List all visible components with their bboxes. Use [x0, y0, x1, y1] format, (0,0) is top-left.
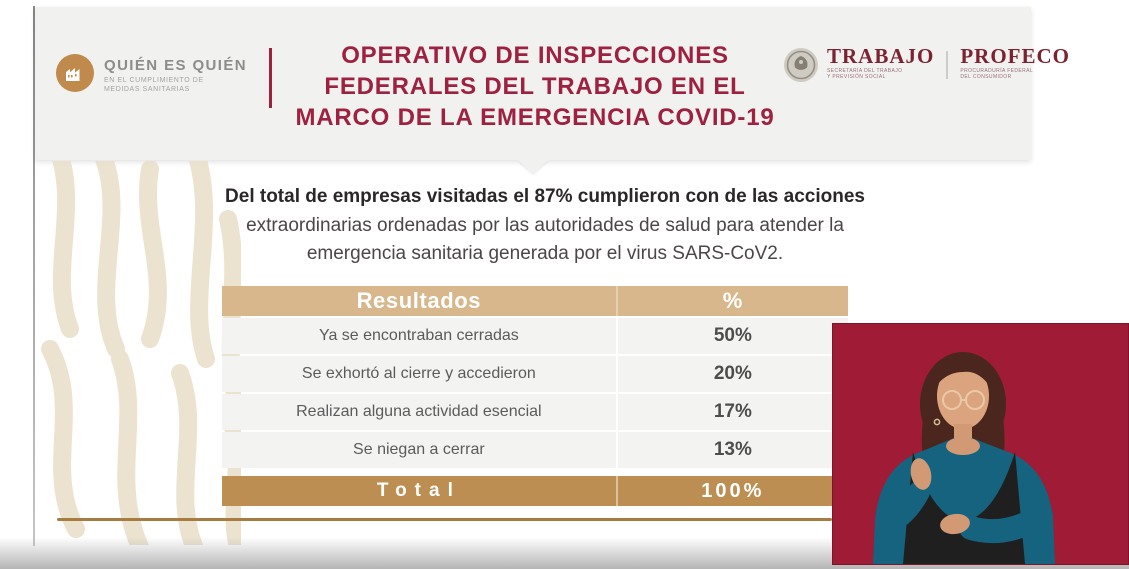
header-band-notch [518, 160, 548, 173]
table-header-percent: % [615, 286, 848, 316]
row-label: Se niegan a cerrar [353, 441, 485, 458]
row-value: 20% [615, 356, 848, 392]
logo-profeco: PROFECO PROCURADURÍA FEDERAL DEL CONSUMI… [960, 45, 1070, 81]
badge-title: QUIÉN ES QUIÉN [104, 57, 247, 74]
header-band [35, 7, 1031, 160]
table-header-resultados: Resultados [356, 288, 482, 313]
badge-divider-line [269, 48, 272, 108]
body-paragraph: Del total de empresas visitadas el 87% c… [165, 183, 925, 269]
row-label: Se exhortó al cierre y accedieron [301, 365, 536, 382]
buildings-icon [56, 54, 94, 92]
government-logos: TRABAJO SECRETARÍA DEL TRABAJO Y PREVISI… [783, 45, 1070, 83]
table-header-row: Resultados % [222, 286, 848, 316]
table-row: Se niegan a cerrar 13% [222, 432, 848, 468]
slide-left-edge-line [33, 6, 35, 546]
logo-trabajo-name: TRABAJO [827, 44, 935, 68]
table-total-row: Total 100% [222, 476, 848, 506]
mexico-seal-icon [784, 48, 818, 82]
bottom-rule-line [57, 518, 832, 521]
table-row: Ya se encontraban cerradas 50% [222, 318, 848, 354]
badge-subtitle: EN EL CUMPLIMIENTO DE MEDIDAS SANITARIAS [104, 77, 204, 93]
interpreter-figure [833, 324, 1128, 564]
row-label: Ya se encontraban cerradas [318, 327, 519, 344]
title-line-3: MARCO DE LA EMERGENCIA COVID-19 [295, 104, 775, 131]
row-label: Realizan alguna actividad esencial [296, 403, 542, 420]
quien-es-quien-badge: QUIÉN ES QUIÉN EN EL CUMPLIMIENTO DE MED… [56, 54, 247, 94]
body-line-2: extraordinarias ordenadas por las autori… [246, 214, 844, 236]
results-table: Resultados % Ya se encontraban cerradas … [222, 286, 848, 506]
row-value: 17% [615, 394, 848, 430]
logo-divider-line [946, 51, 949, 79]
title-line-2: FEDERALES DEL TRABAJO EN EL [324, 73, 746, 100]
logo-trabajo-sub: SECRETARÍA DEL TRABAJO Y PREVISIÓN SOCIA… [827, 68, 903, 80]
total-label: Total [376, 480, 461, 501]
logo-profeco-name: PROFECO [960, 44, 1071, 68]
body-line-1: Del total de empresas visitadas el 87% c… [225, 186, 865, 207]
sign-language-interpreter-video [832, 323, 1129, 565]
logo-trabajo: TRABAJO SECRETARÍA DEL TRABAJO Y PREVISI… [827, 45, 934, 81]
body-line-3: emergencia sanitaria generada por el vir… [306, 243, 784, 264]
row-value: 50% [615, 318, 848, 354]
page-title: OPERATIVO DE INSPECCIONES FEDERALES DEL … [288, 40, 782, 133]
badge-text: QUIÉN ES QUIÉN EN EL CUMPLIMIENTO DE MED… [104, 54, 247, 94]
logo-profeco-sub: PROCURADURÍA FEDERAL DEL CONSUMIDOR [960, 68, 1034, 80]
total-value: 100% [615, 476, 848, 506]
title-line-1: OPERATIVO DE INSPECCIONES [341, 42, 729, 69]
table-row: Se exhortó al cierre y accedieron 20% [222, 356, 848, 392]
row-value: 13% [615, 432, 848, 468]
table-row: Realizan alguna actividad esencial 17% [222, 394, 848, 430]
